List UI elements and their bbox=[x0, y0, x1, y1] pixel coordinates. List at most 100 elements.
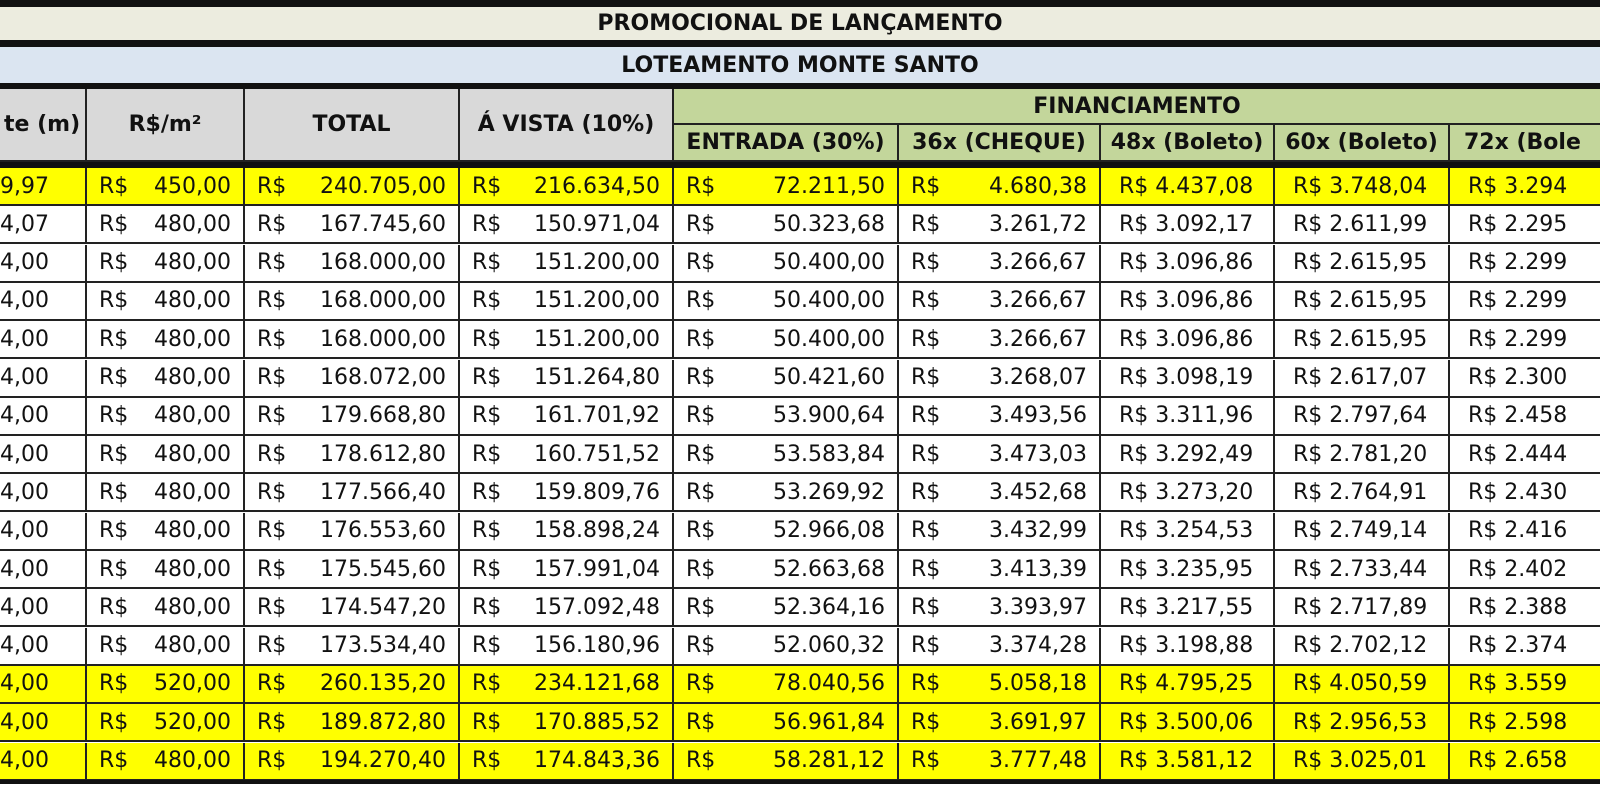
cell-avista[interactable]: R$ 216.634,50 bbox=[460, 168, 674, 206]
cell-c60[interactable]: R$ 4.050,59 bbox=[1275, 665, 1450, 704]
cell-m2[interactable]: R$ 480,00 bbox=[87, 359, 245, 398]
cell-total[interactable]: R$ 178.612,80 bbox=[245, 436, 460, 475]
cell-avista[interactable]: R$ 151.200,00 bbox=[460, 321, 674, 360]
cell-total[interactable]: R$ 175.545,60 bbox=[245, 551, 460, 589]
cell-c36[interactable]: R$ 3.266,67 bbox=[899, 282, 1101, 321]
cell-m2[interactable]: R$ 520,00 bbox=[87, 665, 245, 704]
cell-m2[interactable]: R$ 480,00 bbox=[87, 321, 245, 360]
cell-avista[interactable]: R$ 158.898,24 bbox=[460, 512, 674, 551]
cell-c72[interactable]: R$ 2.299 bbox=[1450, 282, 1600, 321]
cell-total[interactable]: R$ 173.534,40 bbox=[245, 627, 460, 666]
cell-entrada[interactable]: R$ 52.364,16 bbox=[674, 589, 899, 628]
cell-c72[interactable]: R$ 2.416 bbox=[1450, 512, 1600, 551]
cell-m2[interactable]: R$ 480,00 bbox=[87, 512, 245, 551]
cell-c36[interactable]: R$ 3.374,28 bbox=[899, 627, 1101, 666]
cell-c60[interactable]: R$ 2.764,91 bbox=[1275, 474, 1450, 513]
cell-c48[interactable]: R$ 3.581,12 bbox=[1101, 742, 1275, 781]
cell-entrada[interactable]: R$ 50.421,60 bbox=[674, 359, 899, 398]
cell-c36[interactable]: R$ 3.413,39 bbox=[899, 551, 1101, 589]
cell-avista[interactable]: R$ 170.885,52 bbox=[460, 704, 674, 743]
cell-c72[interactable]: R$ 2.598 bbox=[1450, 704, 1600, 743]
cell-total[interactable]: R$ 168.000,00 bbox=[245, 321, 460, 360]
cell-c36[interactable]: R$ 3.266,67 bbox=[899, 244, 1101, 283]
cell-m2[interactable]: R$ 480,00 bbox=[87, 206, 245, 245]
cell-c36[interactable]: R$ 3.261,72 bbox=[899, 206, 1101, 245]
cell-m2[interactable]: R$ 480,00 bbox=[87, 397, 245, 436]
cell-avista[interactable]: R$ 150.971,04 bbox=[460, 206, 674, 245]
cell-total[interactable]: R$ 168.000,00 bbox=[245, 282, 460, 321]
header-entrada[interactable]: ENTRADA (30%) bbox=[674, 125, 899, 162]
cell-entrada[interactable]: R$ 56.961,84 bbox=[674, 704, 899, 743]
cell-entrada[interactable]: R$ 50.323,68 bbox=[674, 206, 899, 245]
cell-total[interactable]: R$ 189.872,80 bbox=[245, 704, 460, 743]
cell-avista[interactable]: R$ 151.200,00 bbox=[460, 244, 674, 283]
cell-c48[interactable]: R$ 3.096,86 bbox=[1101, 282, 1275, 321]
cell-entrada[interactable]: R$ 58.281,12 bbox=[674, 742, 899, 781]
header-frente[interactable]: te (m) bbox=[0, 89, 87, 162]
header-60x[interactable]: 60x (Boleto) bbox=[1275, 125, 1450, 162]
cell-entrada[interactable]: R$ 50.400,00 bbox=[674, 244, 899, 283]
cell-c36[interactable]: R$ 3.393,97 bbox=[899, 589, 1101, 628]
cell-total[interactable]: R$ 168.000,00 bbox=[245, 244, 460, 283]
cell-c72[interactable]: R$ 2.299 bbox=[1450, 244, 1600, 283]
cell-total[interactable]: R$ 260.135,20 bbox=[245, 665, 460, 704]
cell-c48[interactable]: R$ 3.254,53 bbox=[1101, 512, 1275, 551]
cell-c60[interactable]: R$ 2.781,20 bbox=[1275, 436, 1450, 475]
cell-c36[interactable]: R$ 3.266,67 bbox=[899, 321, 1101, 360]
cell-avista[interactable]: R$ 157.991,04 bbox=[460, 551, 674, 589]
cell-entrada[interactable]: R$ 53.583,84 bbox=[674, 436, 899, 475]
cell-c60[interactable]: R$ 2.615,95 bbox=[1275, 321, 1450, 360]
header-48x[interactable]: 48x (Boleto) bbox=[1101, 125, 1275, 162]
cell-c36[interactable]: R$ 3.452,68 bbox=[899, 474, 1101, 513]
cell-frente[interactable]: 4,00 bbox=[0, 282, 87, 321]
cell-frente[interactable]: 4,00 bbox=[0, 665, 87, 704]
cell-c36[interactable]: R$ 3.777,48 bbox=[899, 742, 1101, 781]
cell-total[interactable]: R$ 168.072,00 bbox=[245, 359, 460, 398]
cell-total[interactable]: R$ 167.745,60 bbox=[245, 206, 460, 245]
cell-avista[interactable]: R$ 156.180,96 bbox=[460, 627, 674, 666]
header-price-per-m2[interactable]: R$/m² bbox=[87, 89, 245, 162]
cell-total[interactable]: R$ 174.547,20 bbox=[245, 589, 460, 628]
cell-c60[interactable]: R$ 2.702,12 bbox=[1275, 627, 1450, 666]
cell-frente[interactable]: 9,97 bbox=[0, 168, 87, 206]
cell-frente[interactable]: 4,00 bbox=[0, 436, 87, 475]
cell-c48[interactable]: R$ 3.500,06 bbox=[1101, 704, 1275, 743]
cell-c72[interactable]: R$ 3.294 bbox=[1450, 168, 1600, 206]
cell-frente[interactable]: 4,00 bbox=[0, 474, 87, 513]
cell-frente[interactable]: 4,00 bbox=[0, 512, 87, 551]
cell-entrada[interactable]: R$ 53.269,92 bbox=[674, 474, 899, 513]
cell-entrada[interactable]: R$ 78.040,56 bbox=[674, 665, 899, 704]
cell-m2[interactable]: R$ 480,00 bbox=[87, 742, 245, 781]
cell-frente[interactable]: 4,00 bbox=[0, 704, 87, 743]
cell-avista[interactable]: R$ 157.092,48 bbox=[460, 589, 674, 628]
cell-total[interactable]: R$ 240.705,00 bbox=[245, 168, 460, 206]
cell-c72[interactable]: R$ 2.658 bbox=[1450, 742, 1600, 781]
cell-c36[interactable]: R$ 3.493,56 bbox=[899, 397, 1101, 436]
cell-total[interactable]: R$ 176.553,60 bbox=[245, 512, 460, 551]
cell-c60[interactable]: R$ 3.748,04 bbox=[1275, 168, 1450, 206]
cell-c72[interactable]: R$ 2.300 bbox=[1450, 359, 1600, 398]
cell-entrada[interactable]: R$ 52.966,08 bbox=[674, 512, 899, 551]
header-a-vista[interactable]: Á VISTA (10%) bbox=[460, 89, 674, 162]
header-72x[interactable]: 72x (Bole bbox=[1450, 125, 1600, 162]
cell-c36[interactable]: R$ 3.432,99 bbox=[899, 512, 1101, 551]
cell-frente[interactable]: 4,00 bbox=[0, 321, 87, 360]
cell-frente[interactable]: 4,00 bbox=[0, 397, 87, 436]
cell-entrada[interactable]: R$ 52.663,68 bbox=[674, 551, 899, 589]
cell-m2[interactable]: R$ 480,00 bbox=[87, 627, 245, 666]
cell-c36[interactable]: R$ 5.058,18 bbox=[899, 665, 1101, 704]
cell-avista[interactable]: R$ 234.121,68 bbox=[460, 665, 674, 704]
cell-avista[interactable]: R$ 151.264,80 bbox=[460, 359, 674, 398]
cell-avista[interactable]: R$ 174.843,36 bbox=[460, 742, 674, 781]
cell-m2[interactable]: R$ 480,00 bbox=[87, 589, 245, 628]
cell-m2[interactable]: R$ 480,00 bbox=[87, 244, 245, 283]
cell-c36[interactable]: R$ 3.268,07 bbox=[899, 359, 1101, 398]
cell-c48[interactable]: R$ 3.292,49 bbox=[1101, 436, 1275, 475]
cell-m2[interactable]: R$ 480,00 bbox=[87, 282, 245, 321]
cell-c48[interactable]: R$ 3.198,88 bbox=[1101, 627, 1275, 666]
cell-c72[interactable]: R$ 2.299 bbox=[1450, 321, 1600, 360]
cell-c72[interactable]: R$ 2.458 bbox=[1450, 397, 1600, 436]
cell-c72[interactable]: R$ 2.402 bbox=[1450, 551, 1600, 589]
cell-c48[interactable]: R$ 3.096,86 bbox=[1101, 244, 1275, 283]
cell-total[interactable]: R$ 179.668,80 bbox=[245, 397, 460, 436]
